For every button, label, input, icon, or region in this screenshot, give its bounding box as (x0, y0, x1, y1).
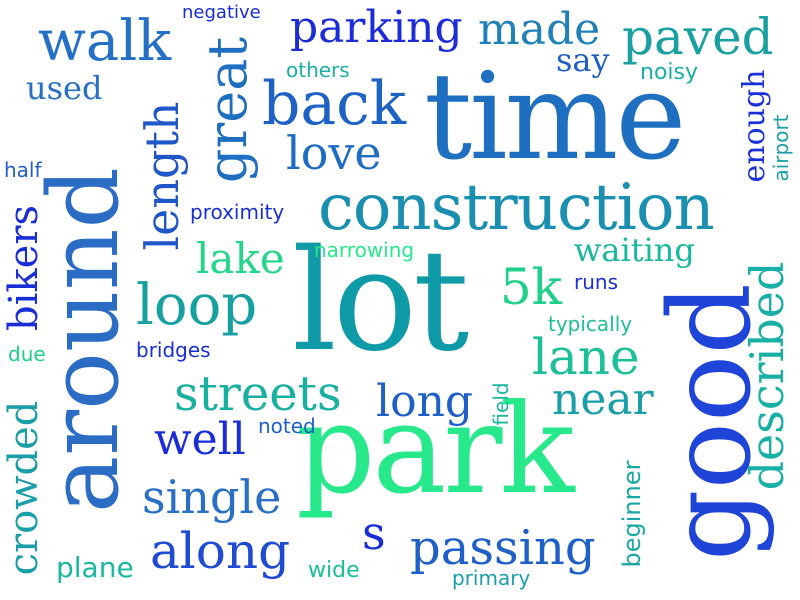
word-around: around (28, 166, 140, 514)
word-negative: negative (182, 2, 261, 23)
word-parking: parking (290, 2, 463, 53)
word-field: field (489, 382, 513, 426)
word-passing: passing (410, 520, 596, 576)
word-described: described (740, 261, 794, 491)
word-streets: streets (174, 366, 342, 422)
word-beginner: beginner (618, 460, 646, 568)
word-crowded: crowded (1, 400, 47, 576)
word-walk: walk (38, 9, 172, 74)
word-paved: paved (622, 8, 774, 66)
word-near: near (552, 374, 654, 425)
word-say: say (556, 41, 610, 79)
word-love: love (286, 126, 382, 180)
word-airport: airport (769, 114, 793, 182)
word-runs: runs (574, 270, 618, 294)
word-length: length (135, 101, 189, 251)
word-back: back (262, 69, 407, 139)
word-wide: wide (308, 558, 360, 583)
word-enough: enough (737, 69, 772, 183)
word-due: due (8, 342, 46, 366)
word-others: others (286, 58, 350, 82)
word-typically: typically (548, 312, 633, 336)
word-waiting: waiting (574, 231, 695, 269)
word-5k: 5k (500, 258, 563, 316)
word-plane: plane (56, 551, 134, 584)
word-bikers: bikers (1, 205, 47, 331)
word-loop: loop (136, 273, 258, 338)
word-primary: primary (452, 566, 531, 590)
word-s: s (362, 506, 386, 560)
word-made: made (478, 4, 601, 55)
word-proximity: proximity (190, 200, 285, 224)
word-single: single (142, 470, 282, 524)
word-along: along (150, 522, 291, 580)
word-bridges: bridges (136, 338, 211, 362)
word-lake: lake (196, 234, 285, 283)
word-used: used (26, 69, 103, 107)
word-long: long (376, 376, 474, 427)
word-lane: lane (532, 328, 640, 386)
word-well: well (154, 414, 246, 465)
word-noted: noted (258, 414, 316, 438)
word-lot: lot (292, 220, 469, 383)
word-noisy: noisy (640, 60, 698, 85)
word-time: time (424, 48, 686, 187)
word-half: half (4, 158, 42, 182)
word-narrowing: narrowing (314, 238, 415, 262)
word-park: park (296, 378, 575, 522)
word-construction: construction (318, 171, 715, 245)
word-great: great (196, 36, 259, 184)
